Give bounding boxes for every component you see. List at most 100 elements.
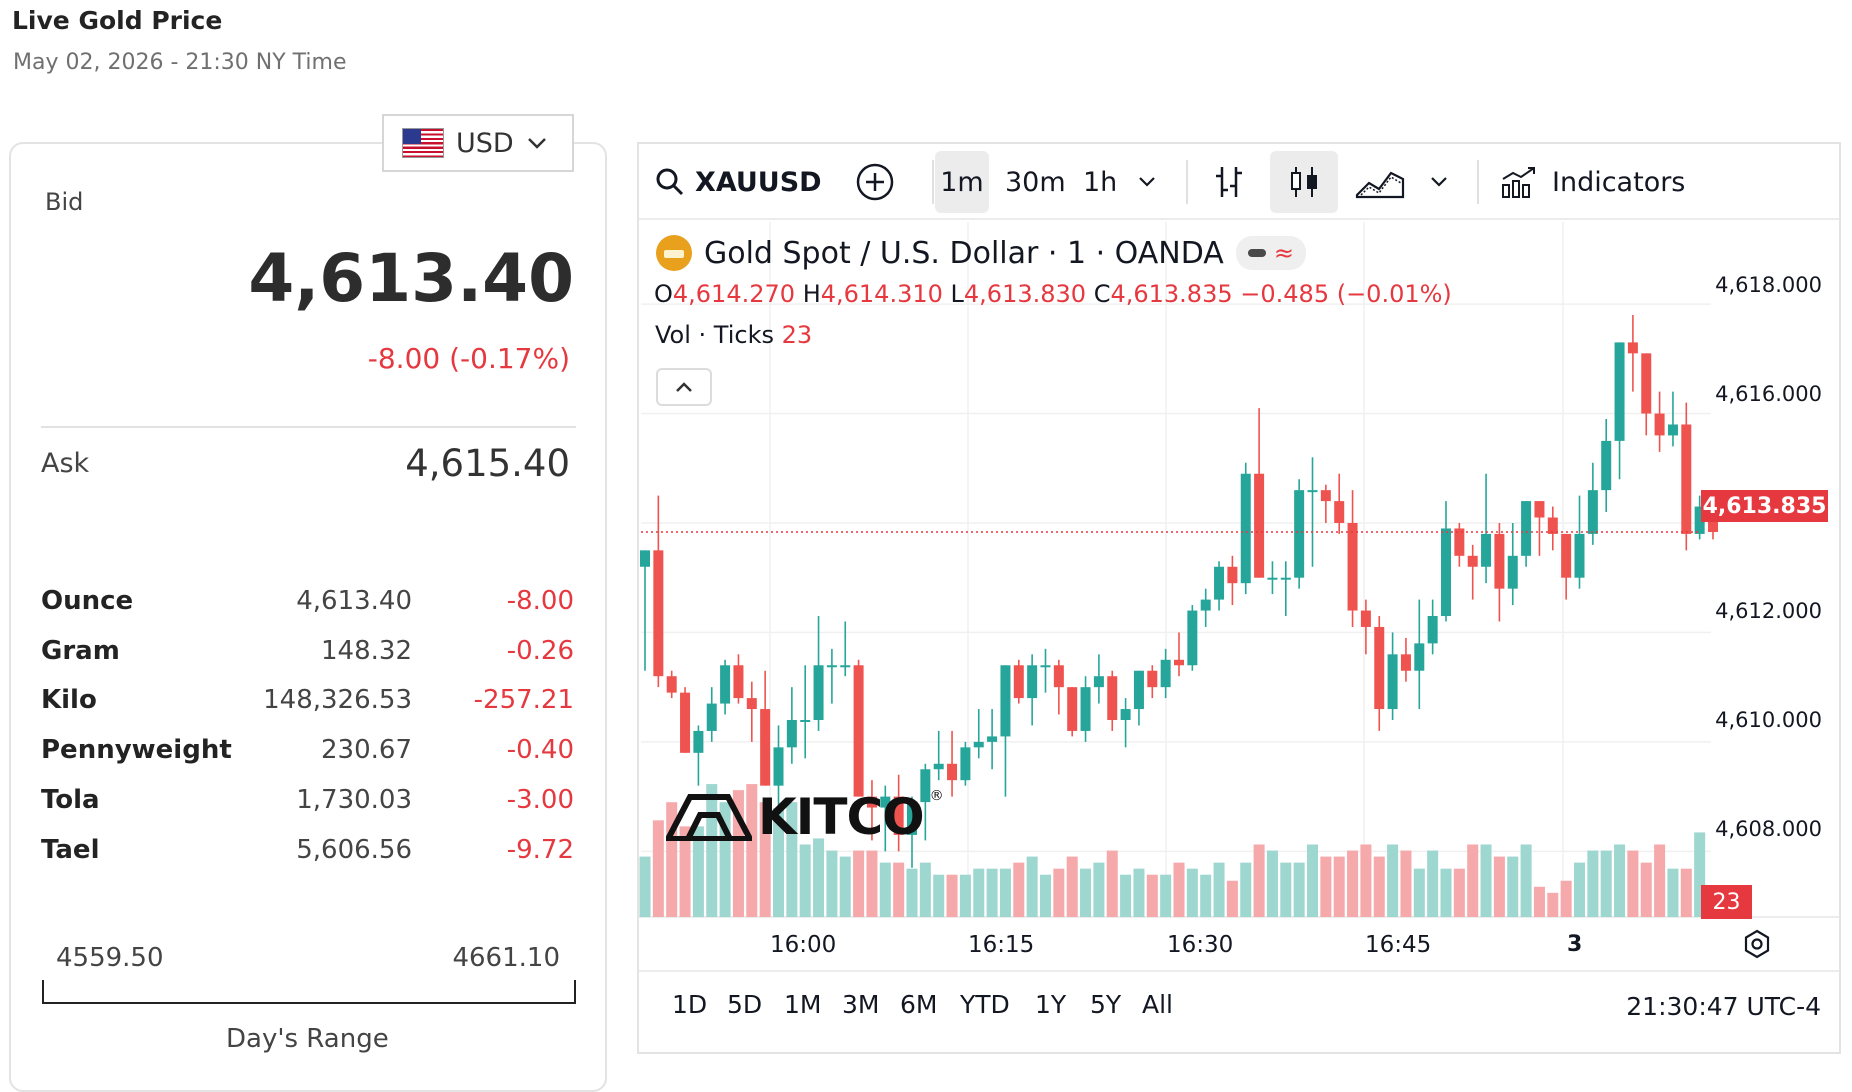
volume-label: Vol · Ticks [655, 321, 774, 349]
volume-bar [759, 802, 771, 917]
bar-style-button[interactable] [1212, 144, 1246, 220]
volume-bar [1520, 844, 1532, 917]
volume-bar [1440, 868, 1452, 917]
unit-change-gram: -0.26 [506, 636, 574, 666]
range-1d[interactable]: 1D [672, 990, 708, 1019]
volume-bar [826, 850, 838, 917]
time-axis-label: 16:30 [1167, 932, 1234, 958]
indicators-label: Indicators [1552, 166, 1686, 198]
candle-body [1254, 473, 1265, 578]
price-axis-label: 4,618.000 [1715, 273, 1822, 297]
candle-body [1694, 506, 1705, 534]
volume-bar [1480, 844, 1492, 917]
candle-body [1654, 413, 1665, 436]
high-key: H [802, 280, 821, 308]
candle-body [907, 802, 917, 835]
chart-settings-button[interactable] [1741, 928, 1773, 960]
interval-1m[interactable]: 1m [935, 151, 989, 213]
volume-bar [719, 802, 731, 917]
legend-title-row: Gold Spot / U.S. Dollar · 1 · OANDA ≈ [656, 235, 1306, 271]
high-value: 4,614.310 [820, 280, 943, 308]
volume-bar [999, 868, 1011, 917]
volume-bar [732, 790, 744, 917]
volume-bar [1560, 880, 1572, 917]
candle-body [826, 665, 837, 668]
volume-bar [1040, 874, 1051, 917]
chevron-down-icon [1431, 177, 1447, 187]
volume-bar [1320, 856, 1332, 917]
chevron-down-icon [1139, 177, 1155, 187]
candle-body [840, 665, 851, 668]
volume-bar [692, 826, 704, 917]
unit-change-pennyweight: -0.40 [506, 735, 574, 765]
collapse-legend-button[interactable] [656, 368, 712, 406]
unit-name-tael: Tael [41, 835, 100, 865]
candle-body [853, 665, 864, 797]
volume-bar [1053, 868, 1065, 917]
currency-select[interactable]: USD [382, 114, 574, 172]
indicators-icon [1502, 167, 1535, 198]
volume-bar [1360, 844, 1372, 917]
candles-style-button[interactable] [1270, 151, 1338, 213]
range-1m[interactable]: 1M [784, 990, 822, 1019]
interval-30m[interactable]: 30m [1005, 166, 1066, 198]
unit-value-pennyweight: 230.67 [321, 735, 412, 765]
area-style-button[interactable] [1355, 144, 1405, 220]
candle-body [1414, 643, 1425, 671]
range-3m[interactable]: 3M [842, 990, 880, 1019]
bid-change: -8.00 (-0.17%) [367, 342, 570, 375]
volume-value: 23 [781, 321, 813, 349]
interval-1h[interactable]: 1h [1083, 166, 1118, 198]
range-5d[interactable]: 5D [727, 990, 763, 1019]
kitco-watermark: KITCO ® [666, 788, 944, 846]
toolbar-divider [932, 160, 934, 204]
volume-bar [1200, 874, 1212, 917]
volume-bar [1694, 832, 1706, 917]
close-key: C [1093, 280, 1111, 308]
volume-bar [1146, 874, 1158, 917]
candle-body [1387, 654, 1398, 710]
range-6m[interactable]: 6M [900, 990, 938, 1019]
candle-body [1374, 626, 1385, 710]
symbol-search[interactable]: XAUUSD [655, 144, 822, 220]
day-range-low: 4559.50 [56, 943, 164, 973]
volume-bar [959, 874, 971, 917]
bid-value: 4,613.40 [248, 240, 574, 317]
candle-body [693, 730, 704, 753]
chevron-up-icon [676, 382, 692, 392]
symbol-label: XAUUSD [695, 166, 822, 198]
unit-value-kilo: 148,326.53 [263, 685, 412, 715]
volume-bar [1667, 868, 1679, 917]
volume-bar [1587, 850, 1599, 917]
range-all[interactable]: All [1142, 990, 1173, 1019]
range-1y[interactable]: 1Y [1035, 990, 1067, 1019]
volume-bar [1507, 856, 1519, 917]
volume-bar [973, 868, 985, 917]
indicators-button[interactable]: Indicators [1500, 144, 1685, 220]
legend-status-pill[interactable]: ≈ [1235, 236, 1306, 270]
volume-bar [1026, 856, 1038, 917]
interval-dropdown[interactable] [1137, 144, 1157, 220]
chart-toolbar [639, 144, 1839, 220]
volume-legend: Vol · Ticks 23 [655, 321, 812, 349]
volume-bar [1093, 862, 1105, 917]
compare-button[interactable] [855, 144, 895, 220]
volume-badge: 23 [1701, 885, 1752, 919]
current-price-label: 4,613.835 [1701, 490, 1828, 522]
candlestick-chart[interactable] [639, 222, 1839, 968]
candle-body [933, 763, 944, 770]
volume-bar [1280, 862, 1292, 917]
candle-body [1053, 665, 1064, 688]
volume-bar [652, 820, 664, 917]
volume-bar [879, 862, 891, 917]
page-datetime: May 02, 2026 - 21:30 NY Time [13, 50, 347, 75]
volume-bar [853, 850, 865, 917]
chart-type-dropdown[interactable] [1429, 144, 1449, 220]
volume-bar [666, 802, 678, 917]
price-axis-label: 4,610.000 [1715, 708, 1822, 732]
candle-body [1107, 676, 1118, 720]
candle-body [640, 550, 650, 567]
range-5y[interactable]: 5Y [1090, 990, 1122, 1019]
volume-bar [813, 838, 825, 917]
range-ytd[interactable]: YTD [960, 990, 1010, 1019]
